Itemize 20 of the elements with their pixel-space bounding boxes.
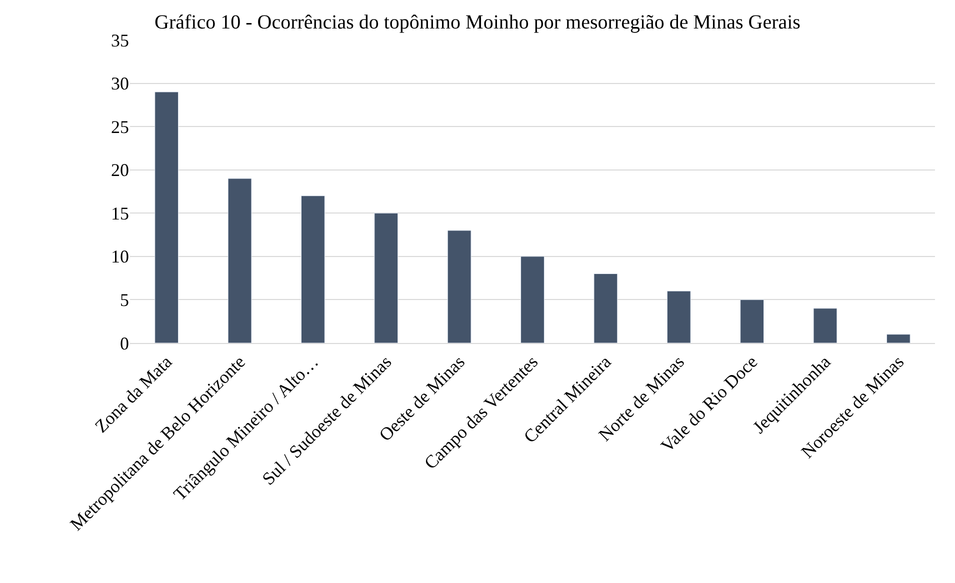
y-tick-label: 0: [120, 333, 129, 354]
y-tick-label: 10: [111, 246, 129, 267]
y-tick-label: 20: [111, 160, 129, 180]
y-tick-label: 35: [111, 30, 129, 50]
y-tick-label: 5: [120, 290, 129, 310]
chart-title: Gráfico 10 - Ocorrências do topônimo Moinho por mesorregião de Minas Gerais: [154, 12, 801, 34]
bar: [594, 273, 618, 343]
bar: [813, 308, 838, 343]
y-tick-label: 25: [111, 116, 129, 137]
bar: [886, 334, 910, 343]
bar: [301, 196, 325, 343]
bar: [740, 299, 764, 343]
bar: [154, 92, 179, 343]
bar: [520, 256, 544, 343]
y-tick-label: 15: [111, 203, 129, 224]
bar: [374, 212, 398, 343]
bar: [447, 230, 472, 343]
bar: [666, 290, 691, 343]
y-tick-label: 30: [111, 74, 129, 94]
bar: [228, 178, 252, 343]
